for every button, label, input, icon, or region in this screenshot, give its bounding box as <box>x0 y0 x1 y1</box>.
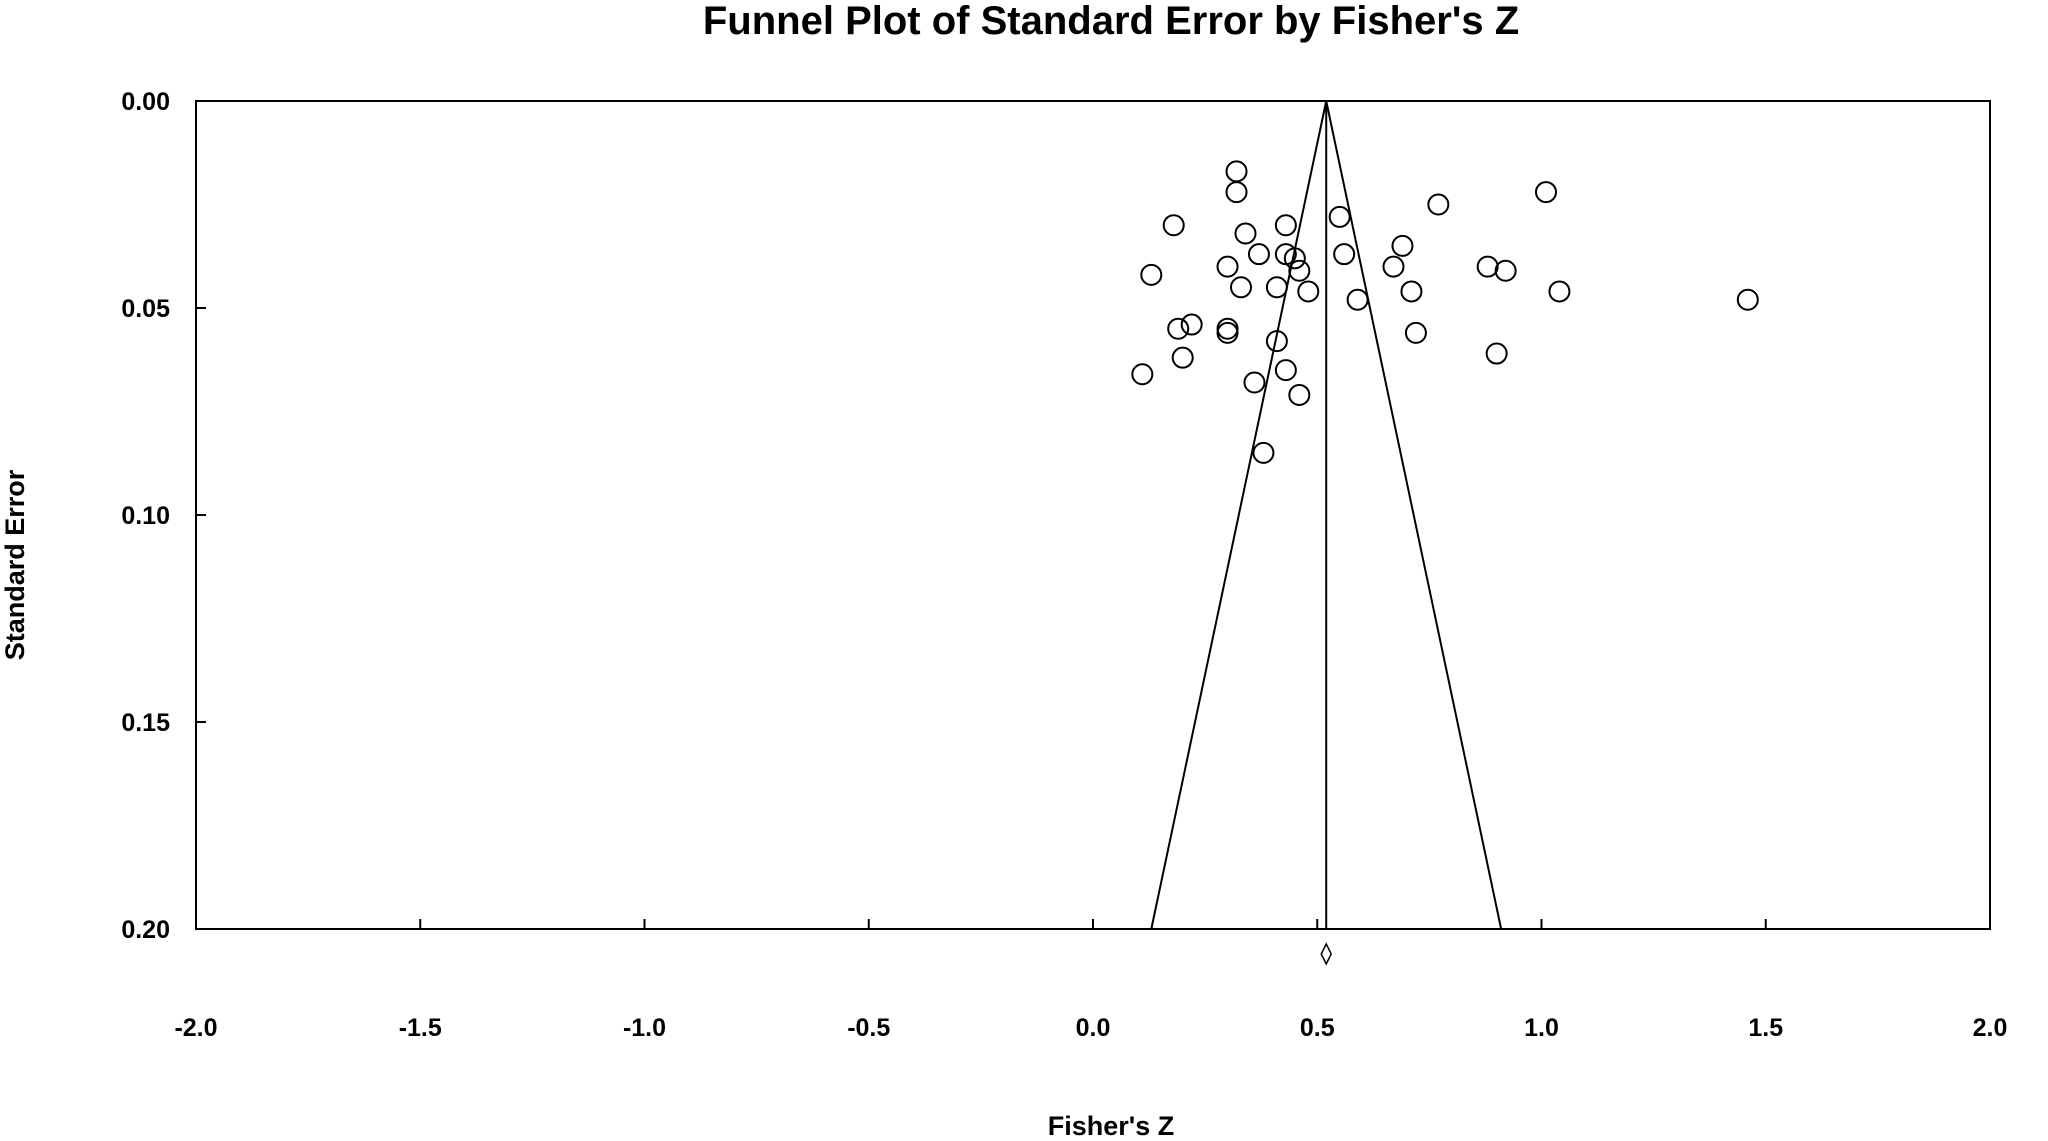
data-point <box>1180 313 1203 336</box>
x-tick-label: 1.5 <box>1748 1014 1783 1042</box>
summary-estimate <box>1320 942 1333 966</box>
data-point <box>1391 234 1414 257</box>
y-tick-label: 0.05 <box>121 295 170 323</box>
data-point <box>1225 181 1248 204</box>
data-point <box>1265 276 1288 299</box>
data-point <box>1216 255 1239 278</box>
data-point <box>1328 205 1351 228</box>
x-tick-label: -1.0 <box>623 1014 666 1042</box>
x-tick-label: 0.5 <box>1300 1014 1335 1042</box>
data-point <box>1288 259 1311 282</box>
data-point <box>1346 288 1369 311</box>
data-point <box>1427 193 1450 216</box>
data-point <box>1400 280 1423 303</box>
x-tick-label: -1.5 <box>399 1014 442 1042</box>
data-point <box>1382 255 1405 278</box>
funnel-left-line <box>1150 100 1328 930</box>
y-tick-label: 0.00 <box>121 88 170 116</box>
data-point <box>1171 346 1194 369</box>
y-axis-ticks: 0.00 0.05 0.10 0.15 0.20 <box>121 88 206 944</box>
funnel-lines <box>1150 100 1503 930</box>
data-point <box>1476 255 1499 278</box>
data-point <box>1234 222 1257 245</box>
data-point <box>1297 280 1320 303</box>
chart-title: Funnel Plot of Standard Error by Fisher'… <box>703 0 1519 43</box>
data-point <box>1494 259 1517 282</box>
x-tick-label: 2.0 <box>1973 1014 2008 1042</box>
data-point <box>1131 363 1154 386</box>
x-axis-label: Fisher's Z <box>1048 1111 1174 1141</box>
data-point <box>1230 276 1253 299</box>
data-point <box>1288 383 1311 406</box>
y-tick-label: 0.15 <box>121 709 170 737</box>
data-point <box>1265 330 1288 353</box>
data-point <box>1167 317 1190 340</box>
x-tick-label: 0.0 <box>1076 1014 1111 1042</box>
data-point <box>1247 243 1270 266</box>
y-axis-label: Standard Error <box>0 469 30 660</box>
data-point <box>1243 371 1266 394</box>
x-axis-ticks: -2.0 -1.5 -1.0 -0.5 0.0 0.5 1.0 1.5 2.0 <box>174 919 2007 1042</box>
data-point <box>1274 214 1297 237</box>
data-point <box>1252 441 1275 464</box>
y-tick-label: 0.20 <box>121 916 170 944</box>
data-point <box>1736 288 1759 311</box>
data-point <box>1404 321 1427 344</box>
data-points <box>1131 160 1759 464</box>
funnel-right-line <box>1325 100 1503 930</box>
data-point <box>1162 214 1185 237</box>
x-tick-label: 1.0 <box>1524 1014 1559 1042</box>
x-tick-label: -2.0 <box>174 1014 217 1042</box>
data-point <box>1485 342 1508 365</box>
summary-diamond-marker <box>1320 942 1333 966</box>
data-point <box>1548 280 1571 303</box>
x-tick-label: -0.5 <box>847 1014 890 1042</box>
data-point <box>1333 243 1356 266</box>
data-point <box>1274 359 1297 382</box>
data-point <box>1140 263 1163 286</box>
plot-area-frame <box>195 100 1991 930</box>
data-point <box>1216 317 1239 340</box>
data-point <box>1216 321 1239 344</box>
data-point <box>1534 181 1557 204</box>
data-point <box>1283 247 1306 270</box>
y-tick-label: 0.10 <box>121 502 170 530</box>
data-point <box>1225 160 1248 183</box>
